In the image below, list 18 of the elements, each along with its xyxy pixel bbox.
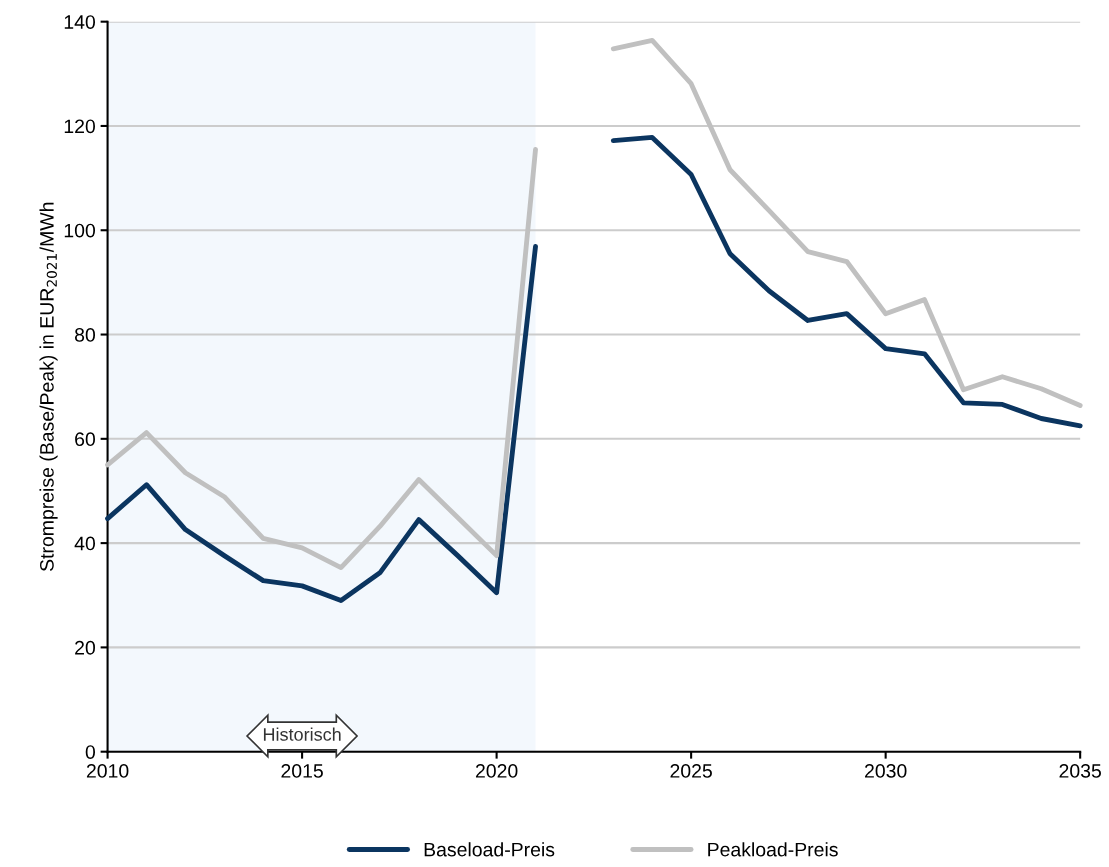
y-axis-title: Strompreise (Base/Peak) in EUR$_{2021}$/MWh: [39, 202, 58, 572]
y-tick-label: 40: [74, 536, 96, 551]
x-tick-label: 2030: [865, 764, 907, 778]
y-tick-label: 0: [85, 745, 96, 759]
y-tick-label: 60: [75, 432, 96, 447]
y-tick-label: 100: [64, 223, 96, 238]
legend-label: Baseload-Preis: [424, 842, 555, 857]
y-tick-label: 140: [64, 15, 96, 29]
x-tick-label: 2010: [86, 764, 129, 778]
x-tick-label: 2020: [475, 764, 518, 778]
legend-label: Peakload-Preis: [708, 842, 838, 857]
band-label: Historisch: [263, 727, 341, 741]
y-tick-label: 80: [74, 328, 96, 342]
x-tick-label: 2025: [670, 764, 712, 778]
x-tick-label: 2015: [281, 764, 323, 778]
y-tick-label: 20: [75, 640, 96, 655]
x-tick-label: 2035: [1059, 764, 1101, 778]
y-tick-label: 120: [64, 119, 96, 134]
